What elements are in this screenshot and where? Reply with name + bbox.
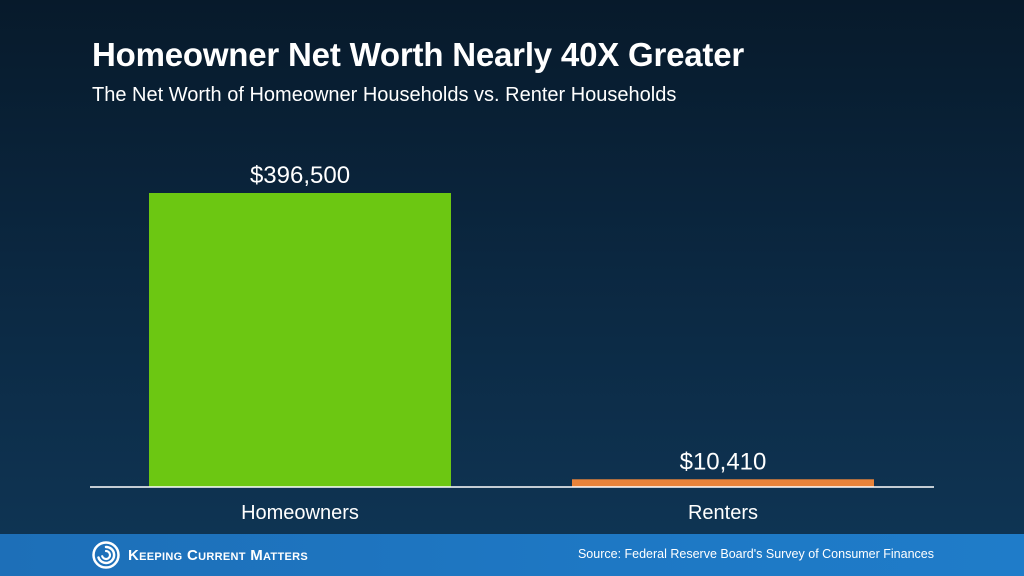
bar-renters	[572, 479, 874, 487]
category-label-homeowners: Homeowners	[241, 502, 359, 524]
bars-group: $396,500 Homeowners $10,410 Renters	[149, 162, 874, 524]
category-label-renters: Renters	[688, 502, 758, 524]
brand-logo[interactable]: Keeping Current Matters	[92, 541, 308, 569]
data-label-renters: $10,410	[680, 448, 767, 475]
brand-name: Keeping Current Matters	[128, 546, 308, 564]
data-label-homeowners: $396,500	[250, 162, 350, 189]
chart-title: Homeowner Net Worth Nearly 40X Greater	[92, 36, 744, 73]
source-note: Source: Federal Reserve Board's Survey o…	[577, 547, 934, 561]
bar-homeowners	[149, 193, 451, 487]
bar-chart: $396,500 Homeowners $10,410 Renters	[149, 162, 874, 524]
footer-bar: Keeping Current Matters Source: Federal …	[0, 534, 1024, 576]
chart-subtitle: The Net Worth of Homeowner Households vs…	[92, 84, 677, 106]
swirl-icon	[92, 541, 120, 569]
